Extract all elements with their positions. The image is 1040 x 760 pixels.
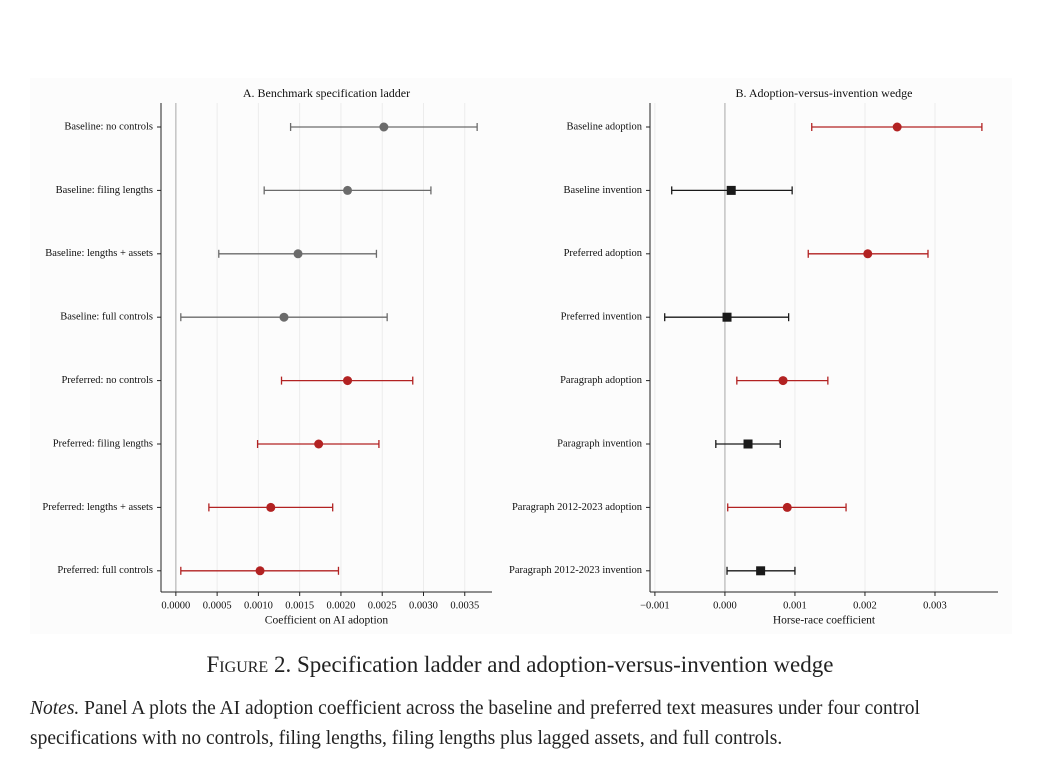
x-tick-label: 0.0035 <box>450 600 479 611</box>
figure: A. Benchmark specification ladder 0.0000 0… <box>30 78 1012 634</box>
x-tick-label: −0.001 <box>640 600 670 611</box>
caption: Figure 2. Specification ladder and adopt… <box>0 652 1040 678</box>
y-tick-label: Baseline: full controls <box>60 312 153 323</box>
x-tick-label: 0.0015 <box>285 600 314 611</box>
caption-title: Specification ladder and adoption-versus… <box>296 652 834 677</box>
y-tick-label: Paragraph adoption <box>560 375 643 386</box>
point <box>293 249 303 259</box>
panel-title: B. Adoption-versus-invention wedge <box>736 86 913 100</box>
y-tick-label: Preferred: no controls <box>61 375 153 386</box>
y-tick-label: Baseline: no controls <box>64 121 153 132</box>
x-tick-label: 0.0000 <box>161 600 190 611</box>
y-tick-label: Paragraph 2012-2023 invention <box>509 565 643 576</box>
y-tick-label: Paragraph 2012-2023 adoption <box>512 502 643 513</box>
caption-label: Figure 2. <box>206 652 292 677</box>
point <box>726 185 736 195</box>
point <box>343 376 353 386</box>
x-tick-label: 0.002 <box>853 600 877 611</box>
x-tick-label: 0.001 <box>783 600 807 611</box>
y-tick-label: Baseline adoption <box>566 121 642 132</box>
point <box>343 185 353 195</box>
y-tick-label: Preferred adoption <box>564 248 643 259</box>
y-tick-label: Preferred: lengths + assets <box>42 502 153 513</box>
y-tick-label: Paragraph invention <box>557 438 643 449</box>
point <box>279 312 289 322</box>
x-tick-label: 0.0010 <box>244 600 273 611</box>
notes: Notes. Panel A plots the AI adoption coe… <box>30 694 1020 754</box>
y-tick-label: Preferred: filing lengths <box>53 438 153 449</box>
point <box>863 249 873 259</box>
point <box>778 376 788 386</box>
x-axis-label: Horse-race coefficient <box>773 615 876 627</box>
y-tick-label: Preferred: full controls <box>57 565 153 576</box>
y-tick-label: Preferred invention <box>561 312 643 323</box>
y-tick-label: Baseline: filing lengths <box>56 185 153 196</box>
y-tick-label: Baseline: lengths + assets <box>45 248 153 259</box>
point <box>722 312 732 322</box>
x-tick-label: 0.003 <box>923 600 947 611</box>
x-tick-label: 0.0005 <box>203 600 232 611</box>
point <box>266 502 276 512</box>
point <box>255 566 265 576</box>
point <box>756 566 766 576</box>
notes-text: Panel A plots the AI adoption coefficien… <box>30 698 920 749</box>
x-tick-label: 0.000 <box>713 600 737 611</box>
point <box>743 439 753 449</box>
point <box>782 502 792 512</box>
panel-title: A. Benchmark specification ladder <box>243 86 410 100</box>
notes-label: Notes. <box>30 698 80 719</box>
x-tick-label: 0.0025 <box>368 600 397 611</box>
point <box>314 439 324 449</box>
point <box>379 122 389 132</box>
point <box>892 122 902 132</box>
y-tick-label: Baseline invention <box>564 185 643 196</box>
x-tick-label: 0.0030 <box>409 600 438 611</box>
figure-background <box>30 78 1012 634</box>
x-axis-label: Coefficient on AI adoption <box>265 615 389 627</box>
x-tick-label: 0.0020 <box>327 600 356 611</box>
